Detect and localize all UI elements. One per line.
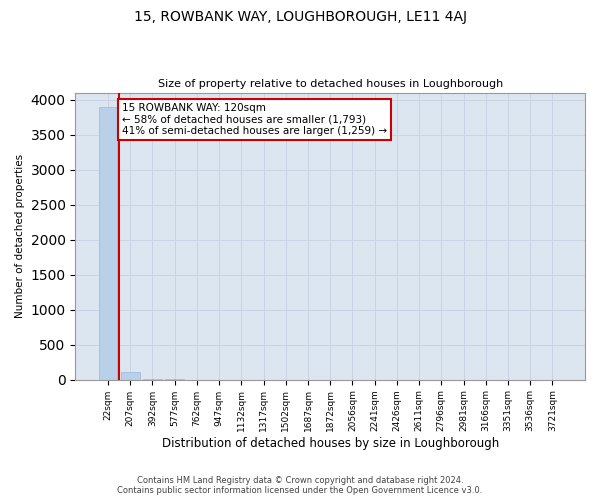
Text: 15 ROWBANK WAY: 120sqm
← 58% of detached houses are smaller (1,793)
41% of semi-: 15 ROWBANK WAY: 120sqm ← 58% of detached… (122, 103, 387, 136)
Text: Contains HM Land Registry data © Crown copyright and database right 2024.
Contai: Contains HM Land Registry data © Crown c… (118, 476, 482, 495)
Text: 15, ROWBANK WAY, LOUGHBOROUGH, LE11 4AJ: 15, ROWBANK WAY, LOUGHBOROUGH, LE11 4AJ (133, 10, 467, 24)
X-axis label: Distribution of detached houses by size in Loughborough: Distribution of detached houses by size … (161, 437, 499, 450)
Y-axis label: Number of detached properties: Number of detached properties (15, 154, 25, 318)
Bar (121, 372, 140, 380)
Title: Size of property relative to detached houses in Loughborough: Size of property relative to detached ho… (158, 79, 503, 89)
Bar (98, 106, 118, 380)
